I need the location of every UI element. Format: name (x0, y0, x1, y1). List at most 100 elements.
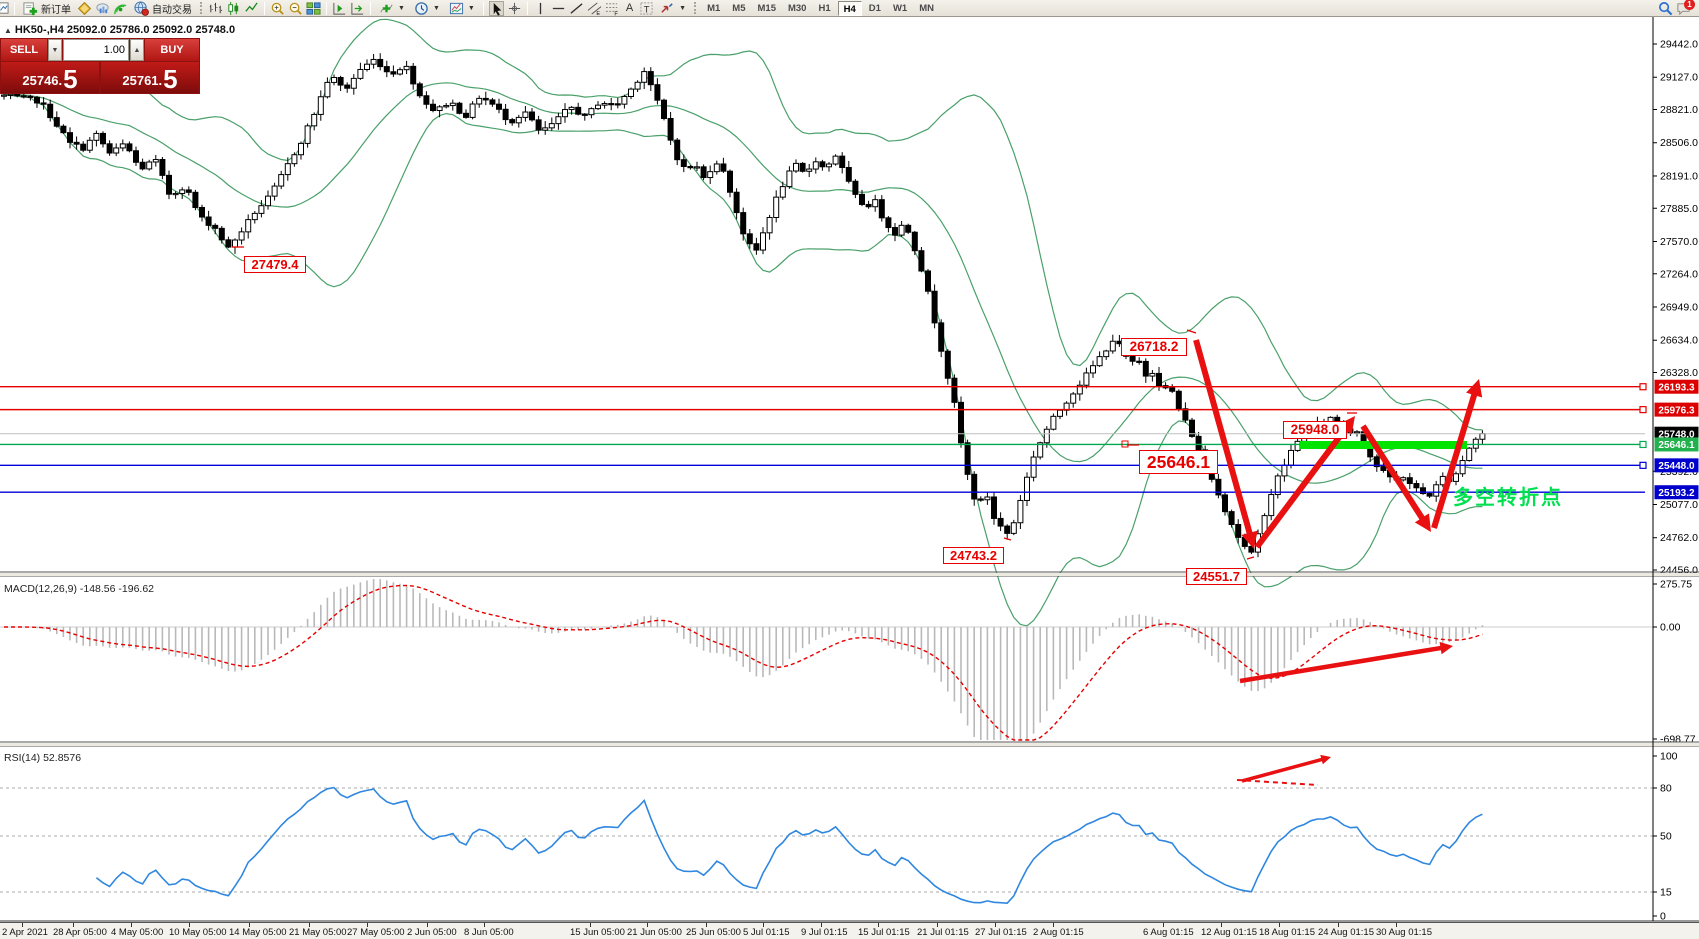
timeframe-MN[interactable]: MN (919, 2, 934, 14)
time-label: 2 Aug 01:15 (1033, 927, 1084, 938)
rsi-indicator: 100 80 50 15 0 (0, 751, 1678, 922)
macd-arrow[interactable] (1239, 645, 1446, 684)
channel-tool-icon[interactable]: E (587, 1, 602, 16)
separator (526, 1, 528, 15)
separator (14, 1, 15, 15)
sell-price-display[interactable]: 25746. 5 (1, 62, 99, 93)
autotrading-button[interactable]: 自动交易 (131, 0, 195, 16)
price-callout-24743.2[interactable]: 24743.2 (943, 547, 1004, 564)
trend-arrow-3[interactable] (1360, 424, 1430, 527)
timeframe-M30[interactable]: M30 (787, 2, 807, 14)
volume-decrease-button[interactable]: ▼ (48, 39, 62, 61)
trendline-tool-icon[interactable] (569, 1, 584, 16)
indicators-icon (380, 4, 393, 12)
vertical-line-tool-icon[interactable] (533, 1, 548, 16)
buy-price-display[interactable]: 25761. 5 (101, 62, 199, 93)
time-tick (367, 923, 368, 927)
clock-icon (415, 1, 428, 15)
separator (264, 1, 265, 15)
separator (482, 1, 484, 15)
clipped-chart-icon[interactable] (0, 1, 9, 16)
time-tick (189, 923, 190, 927)
shapes-button[interactable]: ▼ (657, 1, 689, 16)
svg-text:F: F (614, 11, 618, 15)
timeframe-M5[interactable]: M5 (732, 2, 746, 14)
svg-text:100: 100 (1660, 751, 1678, 763)
trend-arrow-2[interactable] (1254, 420, 1353, 549)
new-order-label: 新订单 (41, 4, 71, 16)
new-order-button[interactable]: 新订单 (20, 1, 74, 16)
periods-button[interactable]: ▼ (411, 1, 443, 16)
data-window-icon[interactable] (95, 1, 110, 16)
timeframe-W1[interactable]: W1 (892, 2, 908, 14)
indicators-button[interactable]: ▼ (376, 1, 408, 16)
price-callout-27479.4[interactable]: 27479.4 (244, 256, 306, 273)
horizontal-level-lines[interactable]: 26193.325976.325748.025646.125448.025193… (0, 379, 1699, 500)
new-order-icon (23, 1, 38, 15)
time-label: 30 Aug 01:15 (1376, 927, 1432, 938)
label-tool-icon[interactable]: T (639, 1, 654, 16)
timeframe-M1[interactable]: M1 (707, 2, 721, 14)
tile-windows-icon[interactable] (306, 1, 321, 16)
signals-icon[interactable] (113, 1, 128, 16)
timeframe-M15[interactable]: M15 (757, 2, 776, 14)
toolbar-drag-handle[interactable] (200, 2, 203, 14)
price-callout-24551.7[interactable]: 24551.7 (1186, 568, 1247, 585)
fibonacci-tool-icon[interactable]: F (605, 1, 620, 16)
horizontal-line-tool-icon[interactable] (551, 1, 566, 16)
zoom-in-icon[interactable] (270, 1, 285, 16)
svg-text:25748.0: 25748.0 (1658, 429, 1695, 440)
price-axis[interactable]: 29442.0 29127.0 28821.0 28506.0 28191.0 27885… (1653, 39, 1698, 577)
chevron-down-icon: ▼ (467, 4, 475, 12)
timeframe-D1[interactable]: D1 (868, 2, 881, 14)
time-axis[interactable]: 2 Apr 2021 28 Apr 05:00 4 May 05:00 10 May … (0, 922, 1699, 939)
svg-text:275.75: 275.75 (1660, 579, 1692, 591)
trend-arrows[interactable] (232, 246, 1483, 786)
market-watch-icon[interactable] (77, 1, 92, 16)
svg-text:28191.0: 28191.0 (1660, 170, 1698, 182)
price-chip (1654, 485, 1699, 500)
buy-button[interactable]: BUY (145, 39, 199, 61)
zoom-out-icon[interactable] (288, 1, 303, 16)
timeframe-H4[interactable]: H4 (837, 0, 862, 16)
price-callout-25948.0[interactable]: 25948.0 (1283, 421, 1347, 439)
buy-price-main: 25761. (122, 73, 163, 88)
volume-increase-button[interactable]: ▲ (130, 39, 144, 61)
time-label: 21 May 05:00 (289, 927, 347, 938)
main-chart[interactable]: 29442.0 29127.0 28821.0 28506.0 28191.0 27885… (0, 17, 1699, 922)
bollinger-upper (3, 18, 1483, 431)
line-chart-type-icon[interactable] (244, 1, 259, 16)
notifications-button[interactable]: 1 (1676, 0, 1695, 16)
svg-text:15: 15 (1660, 887, 1672, 899)
auto-scroll-icon[interactable] (350, 1, 365, 16)
chart-shift-icon[interactable] (332, 1, 347, 16)
crosshair-tool-icon[interactable] (507, 1, 522, 16)
candlestick-type-icon[interactable] (226, 1, 241, 16)
toolbar-drag-handle[interactable] (694, 2, 697, 14)
price-chip (1654, 458, 1699, 473)
trend-arrow-4[interactable] (1431, 385, 1480, 529)
timeframe-H1[interactable]: H1 (818, 2, 831, 14)
search-icon[interactable] (1658, 1, 1673, 16)
time-label: 21 Jul 01:15 (917, 927, 969, 938)
autotrading-icon (134, 0, 149, 16)
notification-badge: 1 (1684, 0, 1695, 10)
sell-button[interactable]: SELL (1, 39, 47, 61)
macd-label: MACD(12,26,9) -148.56 -196.62 (4, 583, 154, 595)
volume-input[interactable] (63, 39, 129, 61)
text-tool-icon[interactable]: A (625, 2, 634, 14)
rsi-arrow[interactable] (1241, 757, 1324, 783)
price-callout-26718.2[interactable]: 26718.2 (1121, 338, 1187, 356)
cursor-tool-icon[interactable] (488, 0, 504, 16)
macd-signal-line (4, 584, 1483, 741)
svg-text:T: T (644, 4, 650, 14)
time-label: 4 May 05:00 (111, 927, 164, 938)
bar-chart-type-icon[interactable] (208, 1, 223, 16)
cn-annotation[interactable]: 多空转折点 (1453, 487, 1563, 509)
trend-arrow-1[interactable] (1193, 339, 1255, 543)
support-highlight-bar[interactable] (1300, 441, 1467, 449)
time-label: 24 Aug 01:15 (1318, 927, 1374, 938)
rsi-dashed-line (1236, 779, 1319, 786)
templates-button[interactable]: ▼ (446, 1, 478, 16)
price-callout-25646.1[interactable]: 25646.1 (1139, 450, 1218, 474)
